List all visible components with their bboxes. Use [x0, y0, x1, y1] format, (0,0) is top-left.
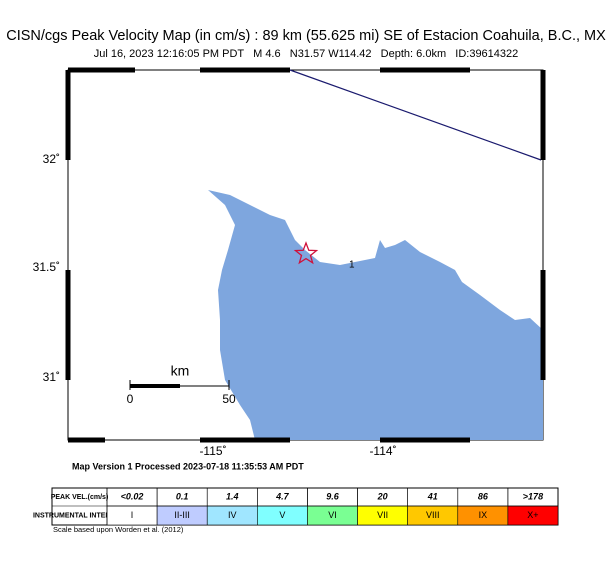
intensity-value: II-III [174, 510, 190, 520]
version-note: Map Version 1 Processed 2023-07-18 11:35… [72, 461, 304, 471]
title: CISN/cgs Peak Velocity Map (in cm/s) : 8… [6, 28, 606, 44]
lat-label: 31˚ [43, 370, 60, 384]
intensity-value: X+ [527, 510, 538, 520]
epicenter [293, 241, 319, 265]
velocity-value: 41 [427, 491, 438, 501]
velocity-value: 1.4 [226, 491, 239, 501]
land [208, 190, 543, 440]
lon-label: -115˚ [199, 444, 226, 458]
lat-label: 31.5˚ [33, 260, 60, 274]
intensity-value: VI [328, 510, 337, 520]
intensity-value: IV [228, 510, 237, 520]
velocity-value: 0.1 [176, 491, 189, 501]
lat-label: 32˚ [43, 152, 60, 166]
subtitle: Jul 16, 2023 12:16:05 PM PDT M 4.6 N31.5… [94, 48, 519, 60]
intensity-value: VIII [426, 510, 440, 520]
velocity-value: 86 [478, 491, 489, 501]
velocity-cell [507, 487, 559, 507]
velocity-value: 9.6 [326, 491, 340, 501]
intensity-value: IX [479, 510, 488, 520]
velocity-value: <0.02 [121, 491, 144, 501]
border-line [289, 69, 542, 161]
lon-label: -114˚ [369, 444, 396, 458]
legend: PEAK VEL.(cm/s) INSTRUMENTAL INTENSITY <0.… [33, 487, 559, 526]
velocity-value: 4.7 [275, 491, 290, 501]
legend-row-header: PEAK VEL.(cm/s) [51, 494, 109, 501]
scale-end: 50 [222, 392, 236, 406]
frame-ticks [65, 67, 546, 443]
scale-bar: km 0 50 [127, 363, 236, 406]
intensity-value: I [131, 510, 134, 520]
scale-note: Scale based upon Worden et al. (2012) [53, 525, 184, 534]
intensity-value: V [279, 510, 285, 520]
scale-unit: km [171, 363, 190, 379]
map: 1 km 0 50 32˚ 31.5˚ 31˚ -115˚ -114˚ [33, 67, 546, 458]
legend-row-header: INSTRUMENTAL INTENSITY [33, 512, 126, 519]
intensity-value: VII [377, 510, 388, 520]
scale-start: 0 [127, 392, 134, 406]
velocity-value: >178 [523, 491, 543, 501]
velocity-value: 20 [377, 491, 388, 501]
contour-label: 1 [349, 260, 355, 271]
